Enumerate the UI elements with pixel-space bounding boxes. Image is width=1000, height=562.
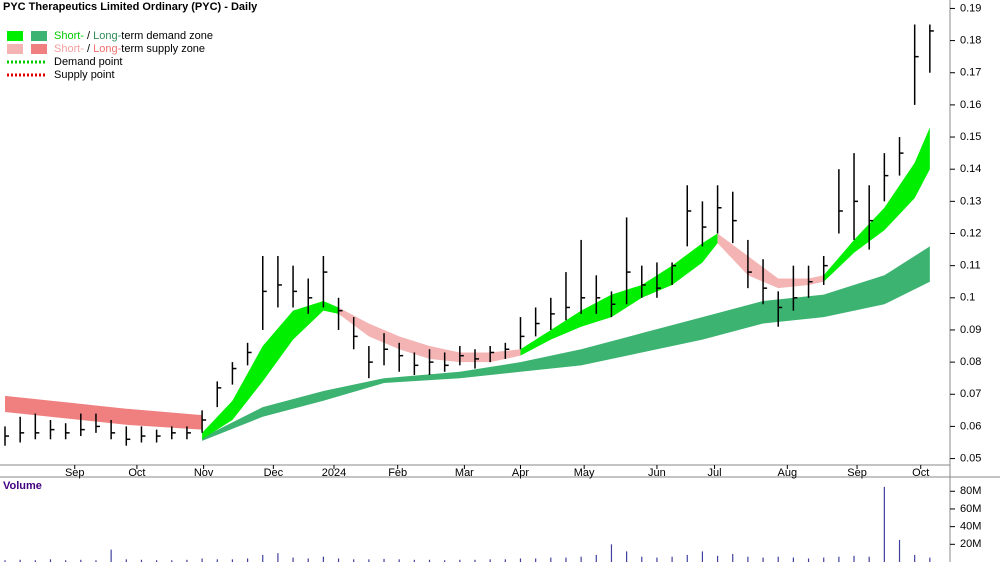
legend-text: term demand zone: [121, 30, 213, 42]
y-tick-label: 0.18: [960, 34, 981, 46]
legend-label: Demand point: [54, 56, 123, 68]
legend-text: Demand point: [54, 56, 123, 68]
x-tick-label: Apr: [512, 467, 529, 479]
legend-label: Short- / Long-term supply zone: [54, 43, 205, 55]
legend-swatch: [7, 31, 23, 41]
zone-band: [5, 395, 203, 430]
x-tick-label: Feb: [388, 467, 407, 479]
volume-y-tick-label: 20M: [960, 538, 981, 550]
y-tick-label: 0.13: [960, 195, 981, 207]
y-tick-label: 0.17: [960, 67, 981, 79]
zone-band: [717, 233, 824, 289]
legend-text: Supply point: [54, 69, 115, 81]
legend-text: /: [84, 43, 93, 55]
y-tick-label: 0.11: [960, 260, 981, 272]
x-tick-label: Jun: [648, 467, 666, 479]
x-tick-label: Oct: [912, 467, 929, 479]
x-tick-label: Nov: [194, 467, 214, 479]
x-tick-label: Jul: [708, 467, 722, 479]
zone-band: [202, 301, 339, 440]
legend-text: Long-: [93, 30, 121, 42]
legend-text: Short-: [54, 43, 84, 55]
legend-label: Short- / Long-term demand zone: [54, 30, 213, 42]
legend-text: Long-: [93, 43, 121, 55]
volume-y-tick-label: 80M: [960, 485, 981, 497]
x-tick-label: Sep: [847, 467, 867, 479]
x-tick-label: Sep: [65, 467, 85, 479]
legend-text: term supply zone: [121, 43, 205, 55]
y-tick-label: 0.19: [960, 2, 981, 14]
legend-label: Supply point: [54, 69, 115, 81]
volume-title: Volume: [3, 480, 42, 492]
y-tick-label: 0.16: [960, 99, 981, 111]
volume-y-tick-label: 40M: [960, 521, 981, 533]
zone-band: [823, 127, 930, 282]
chart-title: PYC Therapeutics Limited Ordinary (PYC) …: [3, 1, 258, 13]
legend-swatch: [31, 44, 47, 54]
legend-swatch: [31, 31, 47, 41]
legend-swatch: [7, 44, 23, 54]
volume-y-tick-label: 60M: [960, 503, 981, 515]
x-tick-label: Oct: [128, 467, 145, 479]
y-tick-label: 0.12: [960, 227, 981, 239]
zones: [5, 127, 930, 441]
x-tick-label: Dec: [264, 467, 284, 479]
y-tick-label: 0.06: [960, 420, 981, 432]
y-tick-label: 0.08: [960, 356, 981, 368]
y-tick-label: 0.1: [960, 292, 975, 304]
y-tick-label: 0.14: [960, 163, 981, 175]
y-tick-label: 0.09: [960, 324, 981, 336]
y-tick-label: 0.05: [960, 452, 981, 464]
zone-band: [520, 233, 718, 356]
x-tick-label: Mar: [455, 467, 474, 479]
legend-text: /: [84, 30, 93, 42]
x-tick-label: 2024: [322, 467, 346, 479]
x-tick-label: Aug: [778, 467, 798, 479]
y-tick-label: 0.15: [960, 131, 981, 143]
x-tick-label: May: [574, 467, 595, 479]
y-tick-label: 0.07: [960, 388, 981, 400]
legend-text: Short-: [54, 30, 84, 42]
